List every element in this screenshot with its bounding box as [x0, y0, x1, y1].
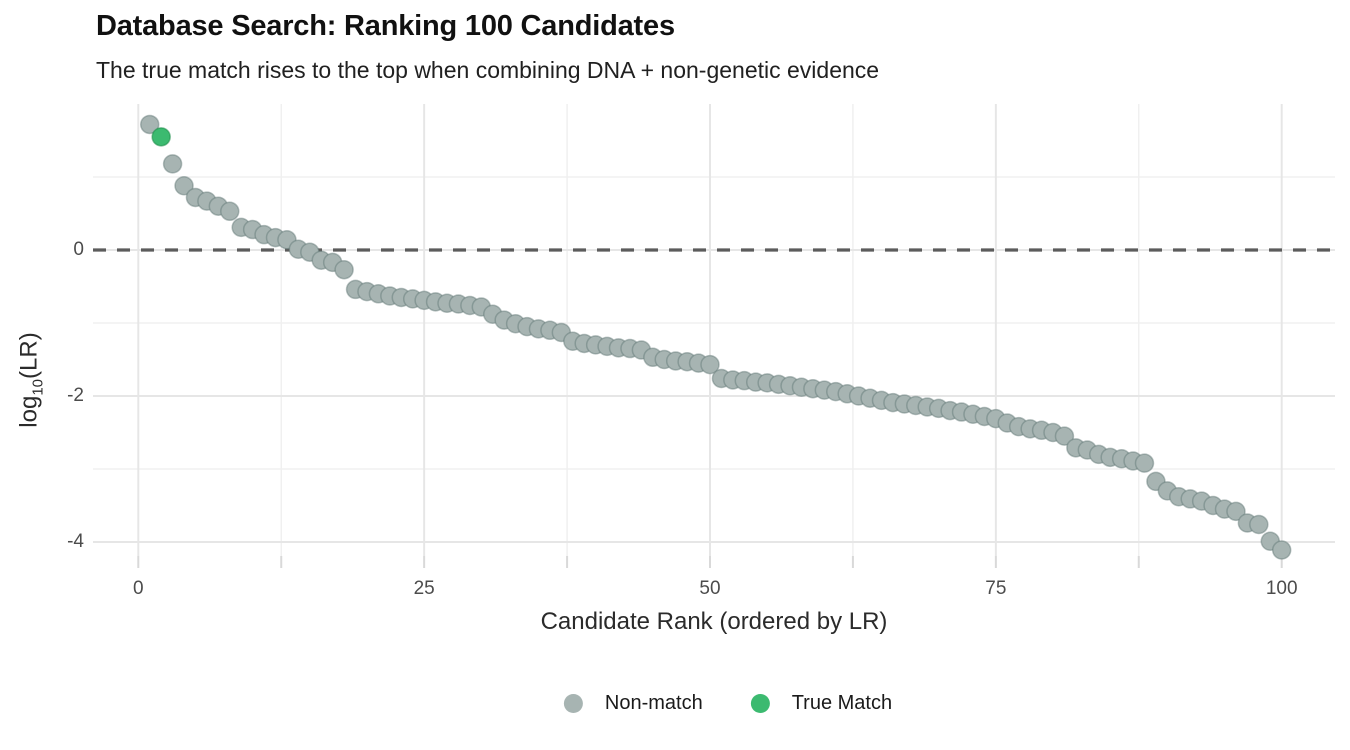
y-tick-label: -4: [67, 531, 84, 552]
chart-subtitle: The true match rises to the top when com…: [96, 57, 880, 83]
legend-label-true-match: True Match: [791, 691, 893, 714]
x-tick-label: 50: [699, 578, 721, 599]
x-tick-label: 25: [413, 578, 435, 599]
non-match-point: [1271, 540, 1292, 560]
legend-item-true-match: True Match: [750, 691, 893, 715]
non-match-point: [334, 259, 354, 280]
chart-title: Database Search: Ranking 100 Candidates: [96, 10, 675, 42]
y-tick-label: 0: [73, 239, 84, 260]
x-tick-label: 75: [985, 578, 1007, 599]
x-axis-title: Candidate Rank (ordered by LR): [540, 608, 888, 635]
non-match-point: [1054, 426, 1075, 446]
non-match-point: [1226, 501, 1246, 522]
non-match-point: [174, 176, 194, 196]
true-match-point: [151, 127, 171, 147]
x-tick-label: 100: [1265, 578, 1298, 599]
y-tick-label: -2: [67, 385, 84, 406]
y-axis-title: log10(LR): [16, 332, 47, 427]
non-match-point: [1134, 453, 1155, 473]
y-axis-title-suffix: (LR): [15, 332, 43, 379]
non-match-dot-icon: [563, 693, 583, 713]
true-match-dot-icon: [750, 693, 770, 713]
non-match-point: [220, 201, 240, 222]
legend-item-non-match: Non-match: [563, 691, 703, 715]
legend-label-non-match: Non-match: [604, 691, 703, 714]
non-match-point: [700, 354, 720, 375]
non-match-point: [162, 154, 183, 174]
non-match-point: [1249, 514, 1269, 535]
x-tick-label: 0: [133, 578, 144, 599]
legend: Non-match True Match: [563, 688, 893, 718]
non-match-point: [139, 114, 160, 135]
